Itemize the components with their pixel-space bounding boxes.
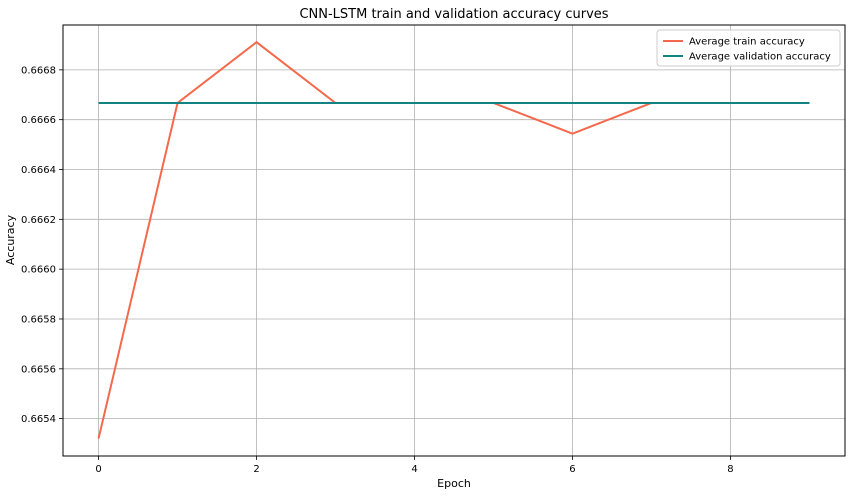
x-tick-label: 0 [95,464,101,475]
x-axis-label: Epoch [437,477,471,490]
y-tick-label: 0.6664 [21,165,56,176]
legend-box [656,29,841,67]
grid-lines [63,25,845,456]
y-tick-label: 0.6662 [21,215,56,226]
y-tick-label: 0.6668 [21,65,56,76]
chart-title: CNN-LSTM train and validation accuracy c… [299,7,608,22]
series-line-0 [97,40,810,439]
y-axis-label: Accuracy [4,214,17,265]
x-tick-label: 6 [569,464,575,475]
axis-ticks: 0 2 4 6 8 0.6654 0.6656 0.6658 0.6660 0.6662 0.666… [21,65,734,475]
legend-label: Average validation accuracy [689,52,831,63]
x-tick-label: 2 [253,464,259,475]
y-tick-label: 0.6666 [21,115,56,126]
y-tick-label: 0.6656 [21,364,56,375]
plot-frame [62,24,846,457]
x-tick-label: 8 [727,464,733,475]
y-tick-label: 0.6654 [21,414,56,425]
y-tick-label: 0.6658 [21,314,56,325]
x-tick-label: 4 [411,464,417,475]
legend-label: Average train accuracy [689,37,805,48]
y-tick-label: 0.6660 [21,265,56,276]
chart-legend: Average train accuracy Average validation… [656,29,841,67]
data-series [97,40,810,439]
